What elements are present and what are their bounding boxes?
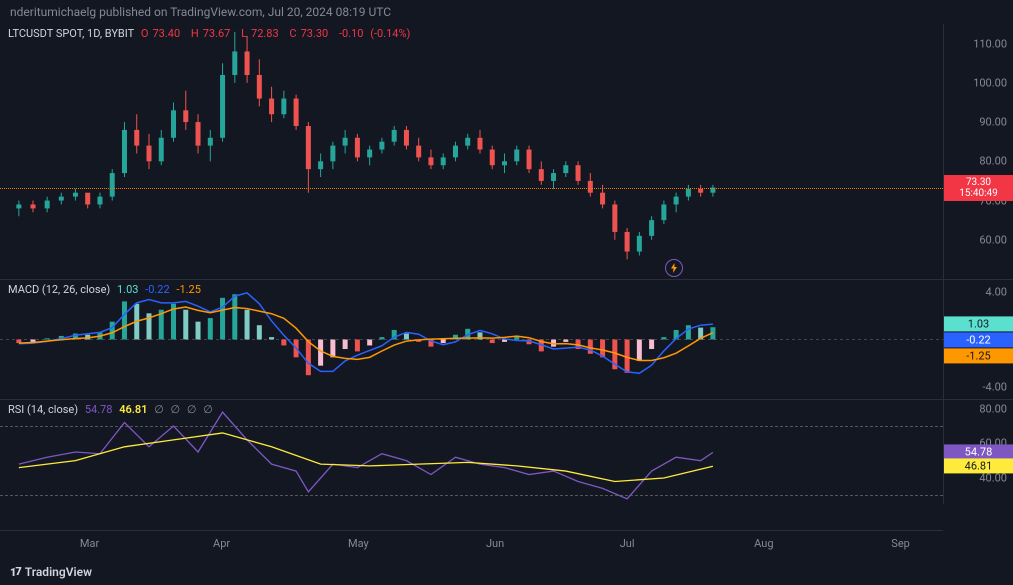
publish-header: nderitumichaelg published on TradingView…: [0, 0, 1013, 24]
rsi-null-4: ∅: [203, 403, 213, 416]
macd-pane[interactable]: MACD (12, 26, close) 1.03 -0.22 -1.25 -4…: [0, 279, 1013, 399]
macd-y-axis[interactable]: -4.000.004.001.03-0.22-1.25: [943, 280, 1013, 399]
time-label: May: [348, 537, 369, 550]
price-y-axis[interactable]: 60.0070.0080.0090.00100.00110.0073.3015:…: [943, 24, 1013, 279]
rsi-ytick: 80.00: [979, 402, 1007, 415]
symbol-label[interactable]: LTCUSDT SPOT, 1D, BYBIT: [8, 27, 134, 40]
current-price-badge: 73.3015:40:49: [944, 175, 1013, 201]
macd-ytick: -4.00: [983, 381, 1008, 394]
time-axis[interactable]: Mar Apr May Jun Jul Aug Sep: [0, 530, 943, 560]
ohlc-l-label: L72.83: [241, 27, 283, 40]
rsi-null-1: ∅: [154, 403, 164, 416]
tradingview-logo-icon: 17: [10, 566, 21, 579]
publish-meta: published on TradingView.com, Jul 20, 20…: [99, 5, 391, 19]
time-label: Apr: [213, 537, 230, 550]
time-label: Sep: [891, 537, 910, 550]
chart-panes: LTCUSDT SPOT, 1D, BYBIT O73.40 H73.67 L7…: [0, 24, 1013, 530]
time-label: Jul: [620, 537, 635, 550]
macd-signal-val: -0.22: [145, 283, 170, 296]
rsi-y-axis[interactable]: 40.0060.0080.0054.7846.81: [943, 400, 1013, 504]
candlestick-chart[interactable]: [0, 24, 943, 279]
brand-text: TradingView: [25, 565, 92, 579]
price-area[interactable]: LTCUSDT SPOT, 1D, BYBIT O73.40 H73.67 L7…: [0, 24, 943, 279]
publisher-name: nderitumichaelg: [10, 5, 96, 19]
price-ytick: 100.00: [973, 76, 1007, 89]
rsi-pane[interactable]: RSI (14, close) 54.78 46.81 ∅ ∅ ∅ ∅ 40.0…: [0, 399, 1013, 504]
ohlc-h-label: H73.67: [191, 27, 235, 40]
macd-main-val: 1.03: [117, 283, 138, 296]
rsi-main-val: 54.78: [85, 403, 113, 416]
price-ytick: 110.00: [973, 37, 1007, 50]
price-legend: LTCUSDT SPOT, 1D, BYBIT O73.40 H73.67 L7…: [8, 27, 414, 40]
rsi-badge: 46.81: [944, 459, 1013, 474]
rsi-legend: RSI (14, close) 54.78 46.81 ∅ ∅ ∅ ∅: [8, 403, 217, 416]
price-ytick: 90.00: [979, 116, 1007, 129]
macd-legend: MACD (12, 26, close) 1.03 -0.22 -1.25: [8, 283, 205, 296]
macd-hist-val: -1.25: [176, 283, 201, 296]
rsi-ma-val: 46.81: [119, 403, 147, 416]
macd-badge: -0.22: [944, 332, 1013, 347]
ohlc-chg-pct: (-0.14%): [370, 27, 410, 40]
macd-title: MACD (12, 26, close): [8, 283, 110, 296]
price-ytick: 60.00: [979, 233, 1007, 246]
price-pane[interactable]: LTCUSDT SPOT, 1D, BYBIT O73.40 H73.67 L7…: [0, 24, 1013, 279]
time-label: Jun: [486, 537, 504, 550]
ohlc-c-label: C73.30: [289, 27, 332, 40]
rsi-null-3: ∅: [187, 403, 197, 416]
macd-area[interactable]: MACD (12, 26, close) 1.03 -0.22 -1.25: [0, 280, 943, 399]
rsi-title: RSI (14, close): [8, 403, 78, 416]
macd-ytick: 4.00: [986, 285, 1007, 298]
time-label: Aug: [754, 537, 773, 550]
rsi-area[interactable]: RSI (14, close) 54.78 46.81 ∅ ∅ ∅ ∅: [0, 400, 943, 504]
ohlc-o-label: O73.40: [141, 27, 184, 40]
time-label: Mar: [80, 537, 99, 550]
price-ytick: 80.00: [979, 155, 1007, 168]
footer-brand[interactable]: 17 TradingView: [10, 565, 92, 579]
current-price-line: [0, 188, 943, 189]
macd-badge: -1.25: [944, 348, 1013, 363]
macd-chart[interactable]: [0, 280, 943, 399]
macd-badge: 1.03: [944, 316, 1013, 331]
rsi-null-2: ∅: [171, 403, 181, 416]
ohlc-chg: -0.10: [339, 27, 364, 40]
